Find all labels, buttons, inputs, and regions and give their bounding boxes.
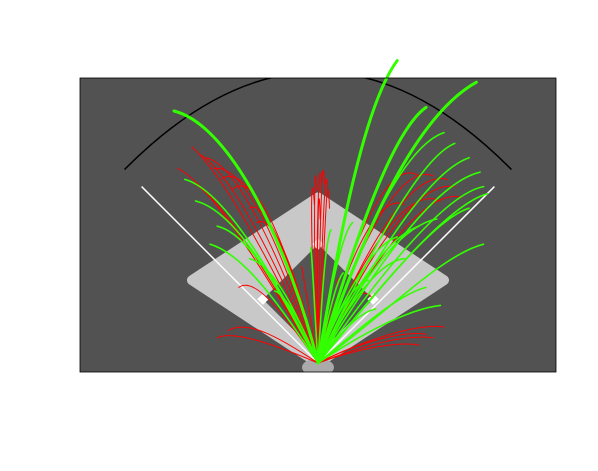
trajectory-hit_b-20 — [216, 225, 319, 364]
trajectory-hit_a-14 — [317, 178, 329, 364]
trajectory-hit_b-0 — [172, 109, 320, 365]
trajectory-hit_b-17 — [209, 243, 319, 364]
trajectory-hit_b-2 — [316, 80, 478, 365]
trajectory-hit_b-8 — [317, 185, 485, 364]
plot-border — [79, 77, 557, 373]
trajectory-hit_a-31 — [301, 266, 319, 364]
trajectory-hit_b-13 — [317, 225, 420, 364]
trajectory-hit_a-27 — [317, 336, 434, 364]
trajectory-hit_b-27 — [317, 304, 442, 364]
trajectory-layer — [172, 105, 488, 365]
trajectory-hit_a-28 — [227, 326, 319, 364]
trajectory-hit_a-2 — [205, 157, 319, 364]
trajectory-hit_a-11 — [314, 175, 319, 364]
trajectory-hit_b-15 — [317, 257, 406, 364]
foul-line-left — [141, 186, 319, 364]
trajectory-hit_b-1 — [316, 59, 399, 365]
trajectory-hit_b-28 — [274, 290, 319, 364]
trajectory-hit_b-11 — [317, 243, 485, 364]
trajectory-hit_b-3 — [316, 105, 428, 365]
foul-line-right — [317, 186, 495, 364]
trajectory-hit_b-29 — [317, 308, 377, 364]
trajectory-hit_b-23 — [310, 247, 319, 364]
trajectory-hit_a-29 — [216, 335, 319, 364]
trajectory-hit_a-13 — [317, 169, 325, 364]
trajectory-hit_b-26 — [317, 286, 427, 364]
trajectory-hit_b-22 — [317, 229, 332, 364]
trajectory-hit_b-10 — [317, 207, 470, 364]
trajectory-hit_a-25 — [317, 325, 445, 364]
trajectory-hit_a-16 — [317, 198, 321, 364]
home-plate-area — [302, 358, 334, 372]
overflow-layer — [316, 59, 478, 365]
trajectory-hit_a-6 — [177, 168, 319, 364]
outfield-fence — [124, 78, 512, 171]
trajectory-hit_a-1 — [198, 153, 319, 364]
